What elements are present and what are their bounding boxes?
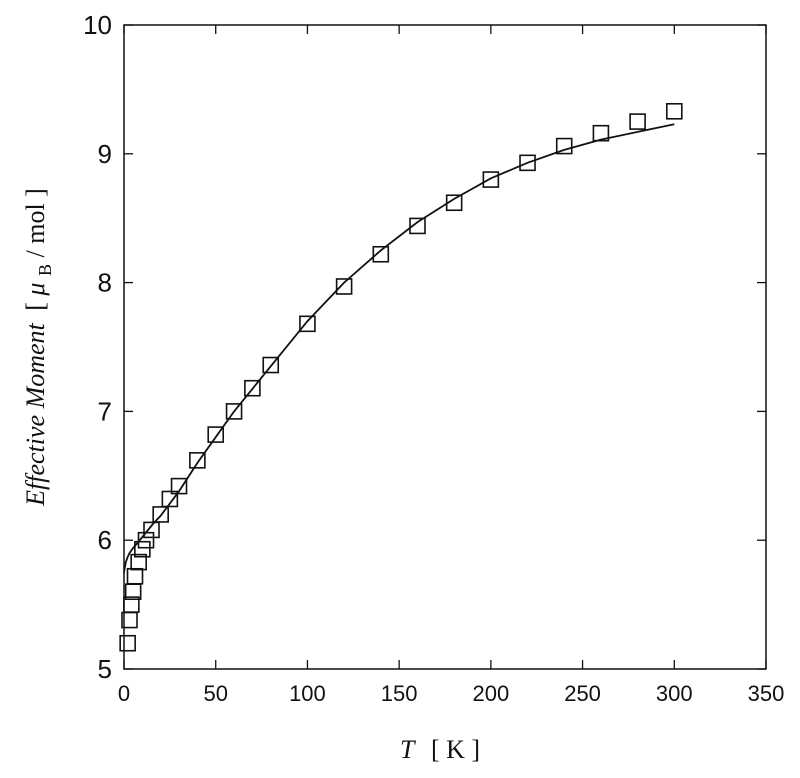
data-point [152, 506, 169, 523]
y-axis-unit-close: / mol ] [21, 188, 50, 257]
data-point [130, 553, 147, 571]
data-point [372, 245, 390, 263]
y-tick-label: 10 [83, 10, 112, 40]
x-tick-label: 150 [381, 681, 418, 706]
x-tick-label: 0 [118, 681, 130, 706]
x-axis-unit: [ K ] [431, 735, 480, 764]
x-axis-symbol: T [400, 735, 416, 764]
data-point [134, 540, 151, 558]
data-point [482, 171, 500, 188]
x-tick-label: 250 [564, 681, 601, 706]
y-tick-label: 9 [98, 139, 112, 169]
data-point [445, 194, 463, 212]
data-point [244, 379, 261, 397]
data-markers [119, 102, 683, 652]
data-point [225, 403, 243, 420]
data-point [161, 490, 179, 508]
x-tick-label: 50 [203, 681, 227, 706]
data-point [629, 113, 646, 130]
y-axis-mu: μ [21, 282, 50, 296]
data-point [121, 611, 138, 629]
x-axis-title: T [ K ] [400, 735, 480, 764]
y-axis-unit-open: [ [21, 296, 50, 311]
data-point [519, 154, 536, 172]
data-point [143, 521, 160, 539]
y-tick-label: 5 [98, 654, 112, 684]
data-point [335, 278, 353, 295]
data-point [262, 356, 280, 374]
data-point [555, 137, 573, 155]
data-point [170, 477, 188, 495]
x-tick-labels: 0 50 100 150 200 250 300 350 [118, 681, 784, 706]
x-tick-label: 300 [656, 681, 693, 706]
data-point [207, 426, 225, 443]
data-point [137, 531, 155, 549]
data-point [119, 634, 136, 652]
data-point [665, 102, 683, 120]
ticks [123, 24, 767, 670]
data-point [299, 315, 316, 333]
fit-line [123, 123, 675, 573]
y-tick-labels: 5 6 7 8 9 10 [83, 10, 112, 684]
data-point [124, 583, 142, 601]
y-axis-title: Effective Moment [ μ B / mol ] [21, 188, 57, 507]
x-tick-label: 100 [289, 681, 326, 706]
y-tick-label: 6 [98, 525, 112, 555]
data-point [592, 124, 610, 142]
data-point [123, 596, 140, 613]
data-point [126, 567, 144, 585]
plot-frame [123, 24, 767, 670]
x-tick-label: 200 [472, 681, 509, 706]
y-axis-sub: B [35, 264, 55, 276]
data-point [409, 217, 426, 235]
y-axis-italic: Effective Moment [21, 322, 50, 506]
y-tick-label: 7 [98, 396, 112, 426]
data-point [189, 452, 206, 469]
y-tick-label: 8 [98, 268, 112, 298]
x-tick-label: 350 [748, 681, 785, 706]
